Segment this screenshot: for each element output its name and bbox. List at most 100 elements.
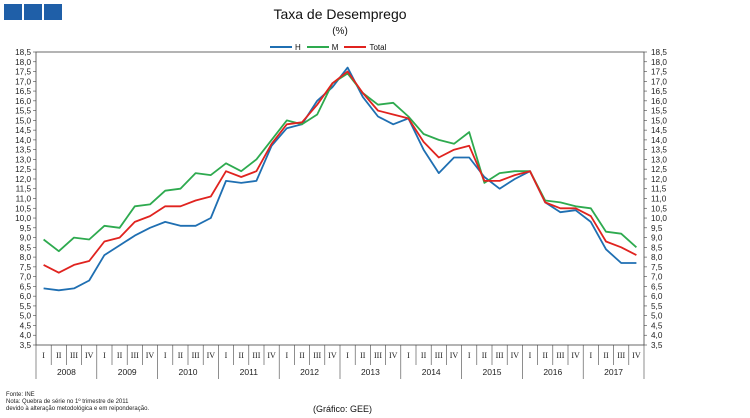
x-quarter-label: III xyxy=(70,351,78,360)
methodology-note-2: devido à alteração metodológica e em rei… xyxy=(6,406,150,412)
y-tick-label-right: 5,5 xyxy=(651,302,663,311)
series-line-h xyxy=(43,66,637,292)
x-quarter-label: I xyxy=(103,351,106,360)
legend-item-total: Total xyxy=(344,43,386,52)
x-year-label: 2013 xyxy=(361,367,380,377)
x-quarter-label: I xyxy=(589,351,592,360)
y-tick-label-right: 14,5 xyxy=(651,126,667,135)
x-year-label: 2014 xyxy=(422,367,441,377)
x-quarter-label: II xyxy=(360,351,366,360)
y-tick-label-left: 10,5 xyxy=(15,204,31,213)
y-tick-label-right: 13,5 xyxy=(651,146,667,155)
x-quarter-label: I xyxy=(529,351,532,360)
x-quarter-label: IV xyxy=(571,351,580,360)
x-quarter-label: IV xyxy=(450,351,459,360)
y-tick-label-left: 7,5 xyxy=(20,263,32,272)
legend-swatch-m xyxy=(306,46,329,48)
series-line-total xyxy=(43,70,637,274)
y-tick-label-left: 10,0 xyxy=(15,214,31,223)
y-tick-label-right: 8,5 xyxy=(651,243,663,252)
y-tick-label-right: 4,5 xyxy=(651,321,663,330)
x-year-label: 2017 xyxy=(604,367,623,377)
x-quarter-label: IV xyxy=(267,351,276,360)
source-note: Fonte: INE xyxy=(6,392,35,398)
x-year-label: 2015 xyxy=(483,367,502,377)
y-tick-label-right: 10,0 xyxy=(651,214,667,223)
y-tick-label-right: 9,5 xyxy=(651,224,663,233)
y-tick-label-left: 15,5 xyxy=(15,107,31,116)
y-tick-label-left: 16,0 xyxy=(15,97,31,106)
y-tick-label-right: 18,5 xyxy=(651,48,667,57)
y-tick-label-right: 16,5 xyxy=(651,87,667,96)
y-tick-label-left: 5,0 xyxy=(20,312,32,321)
y-tick-label-left: 12,5 xyxy=(15,165,31,174)
x-quarter-label: II xyxy=(482,351,488,360)
y-tick-label-left: 12,0 xyxy=(15,175,31,184)
legend-label-total: Total xyxy=(369,42,387,52)
chart-subtitle: (%) xyxy=(332,26,348,37)
legend-item-m: M xyxy=(306,42,339,52)
x-quarter-label: II xyxy=(603,351,609,360)
y-tick-label-left: 8,5 xyxy=(20,243,32,252)
y-tick-label-left: 5,5 xyxy=(20,302,32,311)
y-tick-label-right: 15,5 xyxy=(651,107,667,116)
y-tick-label-left: 11,0 xyxy=(16,195,32,204)
y-tick-label-left: 7,0 xyxy=(20,273,32,282)
x-year-label: 2009 xyxy=(118,367,137,377)
y-tick-label-left: 9,0 xyxy=(20,234,32,243)
y-tick-label-left: 16,5 xyxy=(15,87,31,96)
x-quarter-label: III xyxy=(496,351,504,360)
y-tick-label-right: 3,5 xyxy=(651,341,663,350)
x-quarter-label: IV xyxy=(632,351,641,360)
y-tick-label-right: 7,0 xyxy=(651,273,663,282)
y-tick-label-right: 12,5 xyxy=(651,165,667,174)
x-quarter-label: II xyxy=(299,351,305,360)
x-quarter-label: IV xyxy=(146,351,155,360)
y-tick-label-right: 17,0 xyxy=(651,77,667,86)
y-tick-label-right: 9,0 xyxy=(651,234,663,243)
legend-swatch-h xyxy=(270,46,292,48)
legend-label-h: H xyxy=(295,42,301,52)
y-tick-label-left: 6,5 xyxy=(20,282,32,291)
y-tick-label-left: 15,0 xyxy=(15,116,31,125)
x-year-label: 2016 xyxy=(543,367,562,377)
y-tick-label-left: 9,5 xyxy=(20,224,32,233)
x-quarter-label: I xyxy=(164,351,167,360)
x-quarter-label: III xyxy=(131,351,139,360)
chart-legend: H M Total xyxy=(270,41,392,53)
legend-item-h: H xyxy=(270,43,301,52)
x-quarter-label: IV xyxy=(85,351,94,360)
x-quarter-label: I xyxy=(42,351,45,360)
x-quarter-label: III xyxy=(252,351,260,360)
y-tick-label-right: 11,0 xyxy=(651,195,667,204)
x-year-label: 2010 xyxy=(179,367,198,377)
x-quarter-label: III xyxy=(617,351,625,360)
x-quarter-label: I xyxy=(468,351,471,360)
y-tick-label-left: 17,5 xyxy=(15,68,31,77)
y-tick-label-left: 3,5 xyxy=(20,341,32,350)
logo-square-1 xyxy=(4,4,22,20)
y-tick-label-left: 13,0 xyxy=(15,155,31,164)
y-tick-label-right: 10,5 xyxy=(651,204,667,213)
y-tick-label-left: 4,5 xyxy=(20,321,32,330)
legend-label-m: M xyxy=(331,42,339,52)
x-quarter-label: III xyxy=(556,351,564,360)
logo-square-2 xyxy=(24,4,42,20)
y-tick-label-right: 7,5 xyxy=(651,263,663,272)
y-tick-label-left: 14,0 xyxy=(15,136,31,145)
x-quarter-label: III xyxy=(435,351,443,360)
y-tick-label-left: 18,0 xyxy=(15,58,31,67)
x-year-label: 2012 xyxy=(300,367,319,377)
y-tick-label-left: 17,0 xyxy=(15,77,31,86)
y-tick-label-right: 15,0 xyxy=(651,116,667,125)
x-quarter-label: IV xyxy=(207,351,216,360)
x-quarter-label: II xyxy=(117,351,123,360)
y-tick-label-left: 11,5 xyxy=(16,185,32,194)
y-tick-label-right: 11,5 xyxy=(651,185,667,194)
x-year-label: 2008 xyxy=(57,367,76,377)
x-quarter-label: II xyxy=(421,351,427,360)
y-tick-label-left: 14,5 xyxy=(15,126,31,135)
y-tick-label-left: 18,5 xyxy=(15,48,31,57)
x-quarter-label: I xyxy=(407,351,410,360)
